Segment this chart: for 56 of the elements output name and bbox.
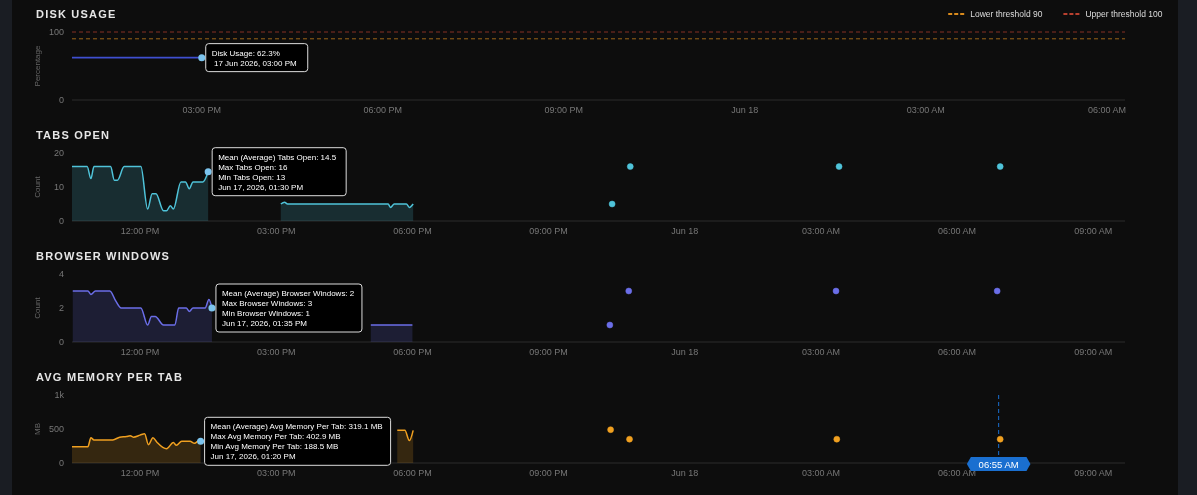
ref-line-label: 06:55 AM [978,459,1019,470]
legend-label: Lower threshold 90 [970,9,1043,19]
x-tick-label: 03:00 AM [801,468,840,478]
annotation: Mean (Average) Avg Memory Per Tab: 319.1 MB Max Avg Memory Per Tab: 402.9 MB Min Avg Memory Per Tab: 188.5 MB Jun 17, 2026, 01:20 PM [210,422,383,462]
y-axis-title: Count [33,296,42,319]
y-tick-label: 0 [58,216,64,226]
y-tick-label: 0 [58,458,64,468]
x-tick-label: 06:00 PM [363,105,403,115]
x-tick-label: 09:00 PM [529,226,568,236]
y-tick-label: 10 [53,182,64,192]
y-tick-label: 1k [54,390,65,400]
x-tick-label: 06:00 PM [393,226,432,236]
x-tick-label: Jun 18 [671,468,699,478]
x-tick-label: 03:00 PM [256,226,296,236]
x-tick-label: 03:00 PM [182,105,221,115]
legend-label: Upper threshold 100 [1085,9,1163,19]
x-tick-label: 06:00 AM [938,347,977,357]
x-tick-label: Jun 18 [731,105,759,115]
x-tick-label: 03:00 PM [256,347,296,357]
annotation: Disk Usage: 62.3% 17 Jun 2026, 03:00 PM [211,48,298,68]
x-tick-label: 06:00 PM [393,468,432,478]
x-tick-label: 09:00 AM [1074,347,1113,357]
x-tick-label: 06:00 AM [938,226,977,236]
y-tick-label: 100 [48,27,64,37]
chart-title: AVG MEMORY PER TAB [36,371,184,383]
x-tick-label: Jun 18 [671,226,699,236]
y-axis-title: MB [33,423,42,435]
chart-title: TABS OPEN [36,129,111,141]
y-axis-title: Percentage [33,44,42,87]
y-tick-label: 2 [58,303,64,313]
x-tick-label: 03:00 AM [906,105,945,115]
x-tick-label: 06:00 AM [1087,105,1126,115]
x-tick-label: 03:00 PM [256,468,296,478]
annotation: Mean (Average) Browser Windows: 2 Max Browser Windows: 3 Min Browser Windows: 1 Jun 17, 2026, 01:35 PM [221,289,355,328]
x-tick-label: 03:00 AM [801,226,840,236]
y-axis-title: Count [33,175,42,198]
y-tick-label: 0 [58,95,64,105]
y-tick-label: 0 [58,337,64,347]
x-tick-label: 09:00 PM [529,347,568,357]
x-tick-label: 06:00 AM [938,468,977,478]
y-tick-label: 20 [53,148,64,158]
x-tick-label: 09:00 AM [1074,468,1113,478]
y-tick-label: 500 [48,424,64,434]
x-tick-label: 09:00 AM [1074,226,1113,236]
x-tick-label: Jun 18 [671,347,699,357]
y-tick-label: 4 [58,269,64,279]
x-tick-label: 12:00 PM [120,226,160,236]
x-tick-label: 12:00 PM [120,347,160,357]
x-tick-label: 03:00 AM [801,347,840,357]
x-tick-label: 09:00 PM [529,468,568,478]
chart-title: BROWSER WINDOWS [36,250,171,262]
x-tick-label: 09:00 PM [544,105,584,115]
annotation: Mean (Average) Tabs Open: 14.5 Max Tabs Open: 16 Min Tabs Open: 13 Jun 17, 2026, 01:30 PM [218,152,337,192]
chart-title: DISK USAGE [36,8,117,20]
x-tick-label: 06:00 PM [393,347,432,357]
x-tick-label: 12:00 PM [120,468,160,478]
